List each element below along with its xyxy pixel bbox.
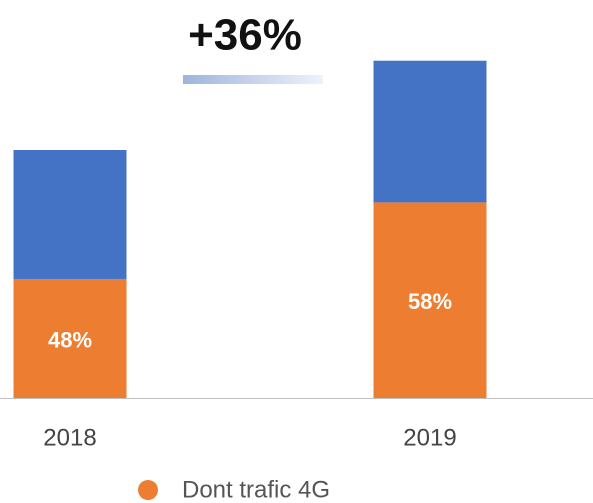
bar-segment bbox=[13, 150, 127, 279]
legend-swatch bbox=[138, 480, 158, 500]
data-label: 58% bbox=[408, 289, 452, 314]
data-label: 48% bbox=[48, 327, 92, 352]
growth-underline bbox=[183, 75, 323, 84]
bar-segment bbox=[373, 202, 487, 398]
growth-annotation: +36% bbox=[188, 11, 302, 60]
bar-segment bbox=[13, 278, 127, 398]
x-tick-label: 2019 bbox=[403, 424, 456, 451]
bar-segment bbox=[373, 60, 487, 203]
legend-label: Dont trafic 4G bbox=[182, 476, 330, 503]
x-tick-label: 2018 bbox=[43, 424, 96, 451]
